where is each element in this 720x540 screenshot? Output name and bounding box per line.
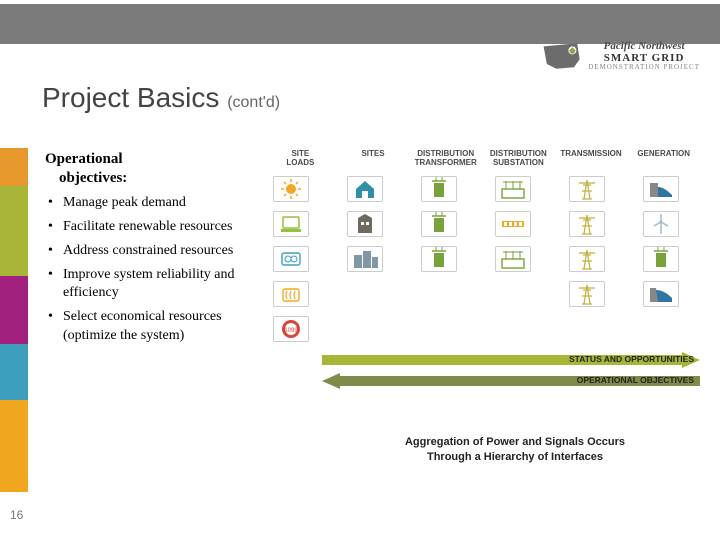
grid-icon-dam2 — [632, 279, 690, 309]
grid-icon-house — [336, 174, 394, 204]
grid-icon-laptop — [262, 209, 320, 239]
objective-item: Facilitate renewable resources — [45, 218, 250, 236]
logo-line3: DEMONSTRATION PROJECT — [588, 64, 700, 72]
grid-icon-cool — [262, 244, 320, 274]
grid-icon-tower — [558, 174, 616, 204]
grid-icon-tower — [558, 279, 616, 309]
column-header: TRANSMISSION — [555, 150, 628, 168]
grid-icon-meter: 1099 — [262, 314, 320, 344]
grid-icon-tx — [410, 209, 468, 239]
grid-icon-tower — [558, 209, 616, 239]
grid-icon-sub — [484, 174, 542, 204]
objective-item: Select economical resources (optimize th… — [45, 308, 250, 344]
grid-icon-tx — [410, 174, 468, 204]
diagram-arrows: STATUS AND OPPORTUNITIES OPERATIONAL OBJE… — [322, 352, 700, 394]
column-header: GENERATION — [627, 150, 700, 168]
grid-icon-tx — [632, 244, 690, 274]
diagram-icon-grid: 1099 — [262, 174, 702, 349]
grid-icon-dam — [632, 174, 690, 204]
objective-item: Improve system reliability and efficienc… — [45, 266, 250, 302]
grid-icon-tx — [410, 244, 468, 274]
objectives-list: Manage peak demand Facilitate renewable r… — [45, 194, 250, 345]
column-header: DISTRIBUTION TRANSFORMER — [409, 150, 482, 168]
svg-text:1099: 1099 — [284, 328, 298, 334]
grid-icon-sun — [262, 174, 320, 204]
column-header: DISTRIBUTION SUBSTATION — [482, 150, 555, 168]
grid-icon-bldg — [336, 209, 394, 239]
column-header: SITES — [337, 150, 410, 168]
grid-icon-heat — [262, 279, 320, 309]
washington-state-icon — [542, 40, 582, 72]
grid-icon-bar — [484, 209, 542, 239]
grid-icon-tower — [558, 244, 616, 274]
objective-item: Address constrained resources — [45, 242, 250, 260]
page-number: 16 — [10, 508, 23, 522]
grid-icon-sub — [484, 244, 542, 274]
left-color-strip — [0, 148, 28, 492]
diagram-column-headers: SITE LOADSSITESDISTRIBUTION TRANSFORMERD… — [262, 150, 702, 168]
objectives-block: Operational objectives: Manage peak dema… — [45, 150, 250, 351]
logo: Pacific Northwest SMART GRID DEMONSTRATI… — [542, 40, 700, 72]
top-bar — [0, 4, 720, 44]
title-suffix: (cont'd) — [227, 94, 280, 111]
diagram-caption: Aggregation of Power and Signals Occurs … — [350, 435, 680, 465]
hierarchy-diagram: SITE LOADSSITESDISTRIBUTION TRANSFORMERD… — [262, 150, 702, 410]
objectives-heading: Operational objectives: — [45, 150, 250, 188]
logo-line1: Pacific Northwest — [588, 40, 700, 52]
arrow-left: OPERATIONAL OBJECTIVES — [322, 373, 700, 391]
objective-item: Manage peak demand — [45, 194, 250, 212]
grid-icon-wind — [632, 209, 690, 239]
slide-title: Project Basics (cont'd) — [42, 82, 280, 114]
title-main: Project Basics — [42, 82, 219, 113]
grid-icon-bldgs — [336, 244, 394, 274]
column-header: SITE LOADS — [264, 150, 337, 168]
arrow-right: STATUS AND OPPORTUNITIES — [322, 352, 700, 370]
